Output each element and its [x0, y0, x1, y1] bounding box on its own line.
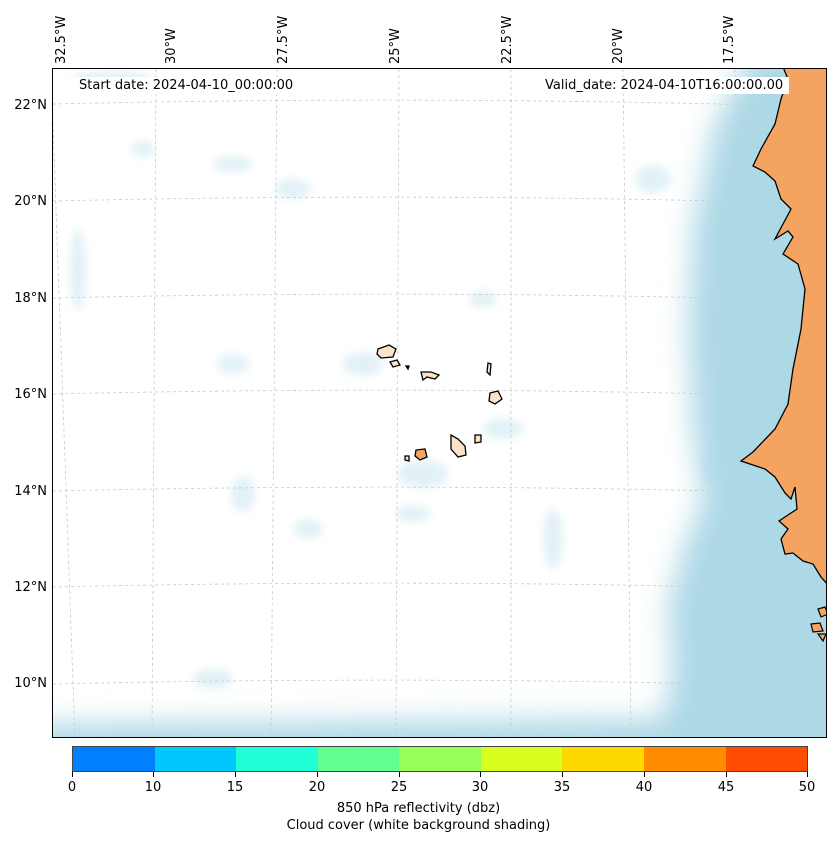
- colorbar-title: 850 hPa reflectivity (dbz): [336, 801, 501, 816]
- latitude-label: 22°N: [14, 98, 47, 113]
- africa-landmass: [739, 69, 826, 584]
- colorbar-tick: [317, 772, 318, 777]
- colorbar-tick: [726, 772, 727, 777]
- map-canvas: [53, 69, 826, 737]
- colorbar-tick: [644, 772, 645, 777]
- latitude-label: 14°N: [14, 484, 47, 499]
- longitude-label: 32.5°W: [54, 15, 69, 64]
- colorbar-tick: [235, 772, 236, 777]
- colorbar-segment: [562, 747, 644, 771]
- map-panel: [52, 68, 827, 738]
- colorbar-segment: [236, 747, 318, 771]
- colorbar-tick-label: 25: [390, 780, 408, 795]
- colorbar-segment: [480, 747, 563, 771]
- start-date-label: Start date: 2024-04-10_00:00:00: [73, 77, 300, 94]
- colorbar-segment: [73, 747, 155, 771]
- latitude-label: 20°N: [14, 194, 47, 209]
- colorbar-tick: [807, 772, 808, 777]
- latitude-label: 16°N: [14, 387, 47, 402]
- island-fogo: [414, 448, 428, 461]
- colorbar-segment: [725, 747, 808, 771]
- colorbar-tick-label: 40: [635, 780, 653, 795]
- colorbar-tick-label: 15: [226, 780, 244, 795]
- colorbar-segment: [317, 747, 400, 771]
- island-sao-nicolau: [420, 371, 441, 382]
- colorbar-tick-label: 30: [471, 780, 489, 795]
- latitude-label: 18°N: [14, 291, 47, 306]
- reflectivity-colorbar: [72, 746, 808, 772]
- colorbar-tick-label: 0: [67, 780, 77, 795]
- island-brava: [404, 455, 410, 462]
- longitude-label: 17.5°W: [722, 15, 737, 64]
- colorbar-tick: [399, 772, 400, 777]
- island-sal: [486, 362, 492, 377]
- island-boa-vista: [488, 390, 503, 405]
- colorbar-tick-label: 10: [144, 780, 162, 795]
- colorbar-tick-label: 20: [308, 780, 326, 795]
- island-sao-vicente: [389, 359, 401, 368]
- latitude-label: 10°N: [14, 676, 47, 691]
- longitude-label: 27.5°W: [276, 15, 291, 64]
- colorbar-subtitle: Cloud cover (white background shading): [286, 818, 551, 833]
- latitude-label: 12°N: [14, 580, 47, 595]
- island-santo-antao: [376, 344, 397, 359]
- colorbar-segment: [154, 747, 237, 771]
- cloud-band-coastal: [53, 69, 826, 737]
- longitude-label: 20°W: [611, 28, 626, 64]
- colorbar-tick-label: 50: [798, 780, 816, 795]
- longitude-label: 25°W: [388, 28, 403, 64]
- colorbar-segment: [643, 747, 726, 771]
- valid-date-label: Valid_date: 2024-04-10T16:00:00.00: [539, 77, 790, 94]
- colorbar-tick: [480, 772, 481, 777]
- african-coastal-islets: [810, 606, 826, 643]
- colorbar-segment: [399, 747, 481, 771]
- colorbar-tick: [153, 772, 154, 777]
- island-santiago: [450, 433, 467, 458]
- colorbar-tick: [562, 772, 563, 777]
- colorbar-tick-label: 35: [553, 780, 571, 795]
- island-maio: [474, 434, 482, 444]
- longitude-label: 22.5°W: [500, 15, 515, 64]
- longitude-label: 30°W: [164, 28, 179, 64]
- colorbar-tick-label: 45: [717, 780, 735, 795]
- cloud-cover-shading: [53, 69, 826, 737]
- cape-verde-islands: [376, 344, 503, 462]
- colorbar-tick: [72, 772, 73, 777]
